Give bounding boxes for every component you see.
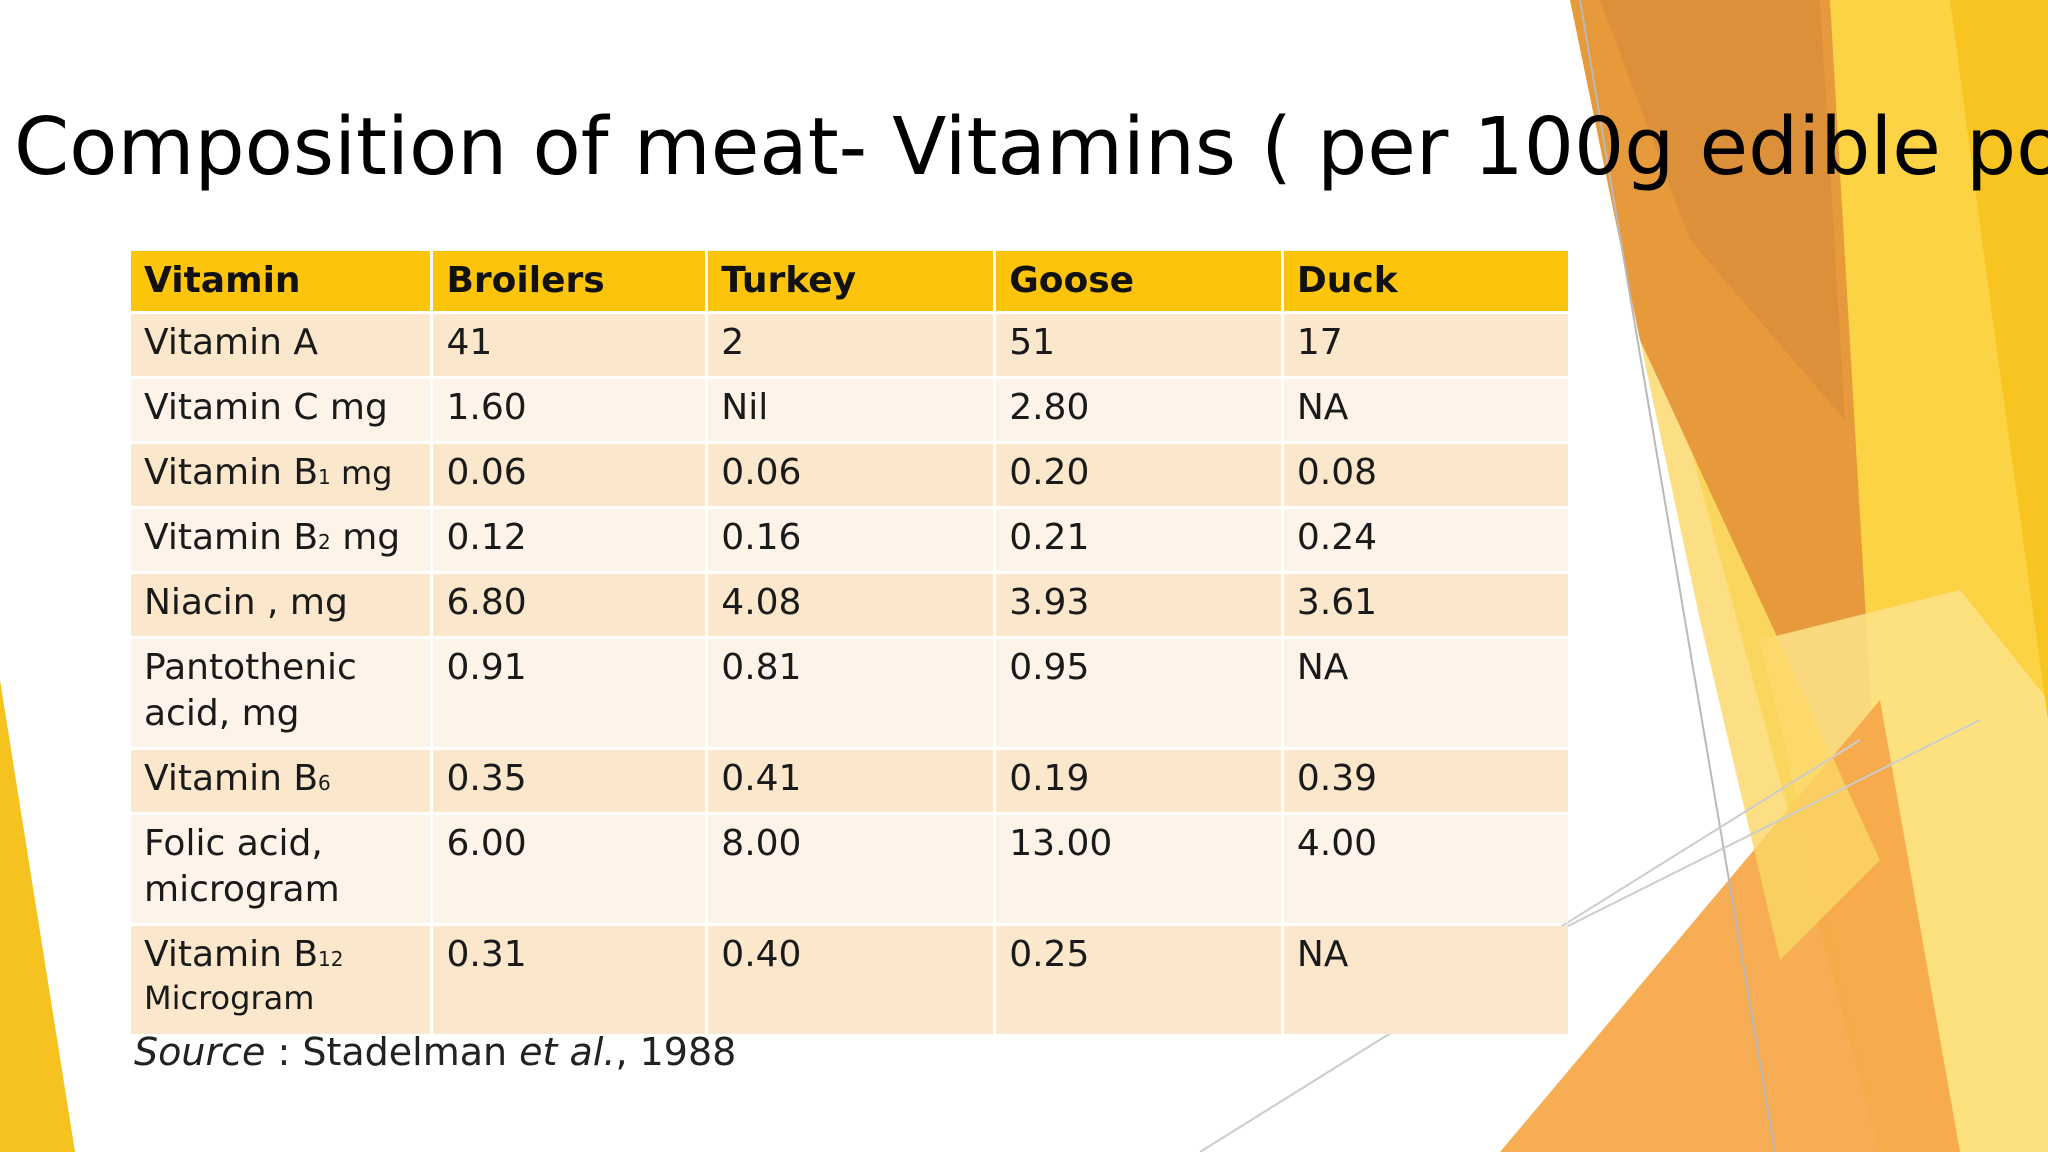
vitamin-subscript: 2 <box>318 530 331 554</box>
vitamin-unit: mg <box>330 454 393 492</box>
table-row: Vitamin B6 0.35 0.41 0.19 0.39 <box>131 750 1568 812</box>
value-cell: 0.35 <box>433 750 706 812</box>
vitamin-name-line1: Pantothenic <box>144 647 357 688</box>
vitamin-table: Vitamin Broilers Turkey Goose Duck Vitam… <box>128 248 1571 1037</box>
vitamin-name-cell: Vitamin B6 <box>131 750 431 812</box>
slide-title: Composition of meat- Vitamins ( per 100g… <box>14 101 2048 193</box>
value-cell: 2 <box>708 314 994 376</box>
header-cell: Turkey <box>708 251 994 311</box>
decor-line-3 <box>1519 719 1981 951</box>
vitamin-name: Vitamin B <box>144 452 319 493</box>
table-row: Vitamin B12 Microgram 0.31 0.40 0.25 NA <box>131 926 1568 1034</box>
value-cell: 1.60 <box>433 379 706 441</box>
vitamin-subscript: 1 <box>318 465 331 489</box>
vitamin-name: Vitamin B <box>144 517 319 558</box>
vitamin-name-line2: acid, mg <box>144 693 300 734</box>
vitamin-name: Vitamin C mg <box>144 387 388 428</box>
table-header-row: Vitamin Broilers Turkey Goose Duck <box>131 251 1568 311</box>
table-row: Vitamin C mg 1.60 Nil 2.80 NA <box>131 379 1568 441</box>
value-cell: 51 <box>996 314 1281 376</box>
value-cell: 0.41 <box>708 750 994 812</box>
value-cell: 0.31 <box>433 926 706 1034</box>
value-cell: 0.21 <box>996 509 1281 571</box>
value-cell: 0.25 <box>996 926 1281 1034</box>
vitamin-name-cell: Niacin , mg <box>131 574 431 636</box>
value-cell: 0.06 <box>708 444 994 506</box>
header-cell: Goose <box>996 251 1281 311</box>
header-cell: Vitamin <box>131 251 431 311</box>
decor-mid-wedge <box>1640 340 1880 960</box>
value-cell: 0.06 <box>433 444 706 506</box>
value-cell: 0.91 <box>433 639 706 747</box>
header-cell: Broilers <box>433 251 706 311</box>
header-cell: Duck <box>1283 251 1568 311</box>
value-cell: 0.19 <box>996 750 1281 812</box>
value-cell: 17 <box>1283 314 1568 376</box>
vitamin-name-cell: Vitamin A <box>131 314 431 376</box>
vitamin-name-cell: Vitamin B1 mg <box>131 444 431 506</box>
value-cell: 0.16 <box>708 509 994 571</box>
vitamin-name-cell: Vitamin C mg <box>131 379 431 441</box>
table-row: Folic acid, microgram 6.00 8.00 13.00 4.0… <box>131 815 1568 923</box>
vitamin-name-cell: Vitamin B2 mg <box>131 509 431 571</box>
value-cell: 4.00 <box>1283 815 1568 923</box>
source-label: Source <box>134 1030 266 1074</box>
decor-right-strip <box>1950 0 2048 720</box>
value-cell: Nil <box>708 379 994 441</box>
value-cell: 0.81 <box>708 639 994 747</box>
source-etal: et al. <box>519 1030 616 1074</box>
value-cell: 0.40 <box>708 926 994 1034</box>
value-cell: 4.08 <box>708 574 994 636</box>
value-cell: 0.08 <box>1283 444 1568 506</box>
vitamin-name-cell: Pantothenic acid, mg <box>131 639 431 747</box>
vitamin-name-line2: microgram <box>144 869 340 910</box>
table-row: Pantothenic acid, mg 0.91 0.81 0.95 NA <box>131 639 1568 747</box>
decor-line-1 <box>1579 0 1776 1152</box>
source-author: Stadelman <box>302 1030 520 1074</box>
vitamin-name: Vitamin A <box>144 322 318 363</box>
value-cell: 41 <box>433 314 706 376</box>
table-row: Vitamin A 41 2 51 17 <box>131 314 1568 376</box>
value-cell: 0.95 <box>996 639 1281 747</box>
value-cell: 6.80 <box>433 574 706 636</box>
vitamin-unit: mg <box>330 517 401 558</box>
decor-orange-top <box>1600 0 1845 420</box>
vitamin-name: Niacin , mg <box>144 582 348 623</box>
vitamin-name-line1: Folic acid, <box>144 823 323 864</box>
value-cell: NA <box>1283 379 1568 441</box>
value-cell: 0.24 <box>1283 509 1568 571</box>
value-cell: 2.80 <box>996 379 1281 441</box>
source-citation: Source : Stadelman et al., 1988 <box>134 1030 736 1074</box>
value-cell: 3.93 <box>996 574 1281 636</box>
value-cell: 13.00 <box>996 815 1281 923</box>
decor-left-sliver <box>0 680 75 1152</box>
value-cell: 6.00 <box>433 815 706 923</box>
table-row: Vitamin B1 mg 0.06 0.06 0.20 0.08 <box>131 444 1568 506</box>
table-row: Niacin , mg 6.80 4.08 3.93 3.61 <box>131 574 1568 636</box>
value-cell: 3.61 <box>1283 574 1568 636</box>
source-year: , 1988 <box>615 1030 737 1074</box>
vitamin-unit: Microgram <box>144 979 315 1017</box>
table-row: Vitamin B2 mg 0.12 0.16 0.21 0.24 <box>131 509 1568 571</box>
vitamin-name: Vitamin B <box>144 758 319 799</box>
value-cell: 0.20 <box>996 444 1281 506</box>
value-cell: 0.39 <box>1283 750 1568 812</box>
value-cell: 8.00 <box>708 815 994 923</box>
source-separator: : <box>265 1030 303 1074</box>
vitamin-name-cell: Vitamin B12 Microgram <box>131 926 431 1034</box>
vitamin-name-cell: Folic acid, microgram <box>131 815 431 923</box>
vitamin-name: Vitamin B <box>144 934 319 975</box>
vitamin-subscript: 6 <box>318 771 331 795</box>
value-cell: NA <box>1283 639 1568 747</box>
vitamin-subscript: 12 <box>318 947 344 971</box>
value-cell: 0.12 <box>433 509 706 571</box>
value-cell: NA <box>1283 926 1568 1034</box>
